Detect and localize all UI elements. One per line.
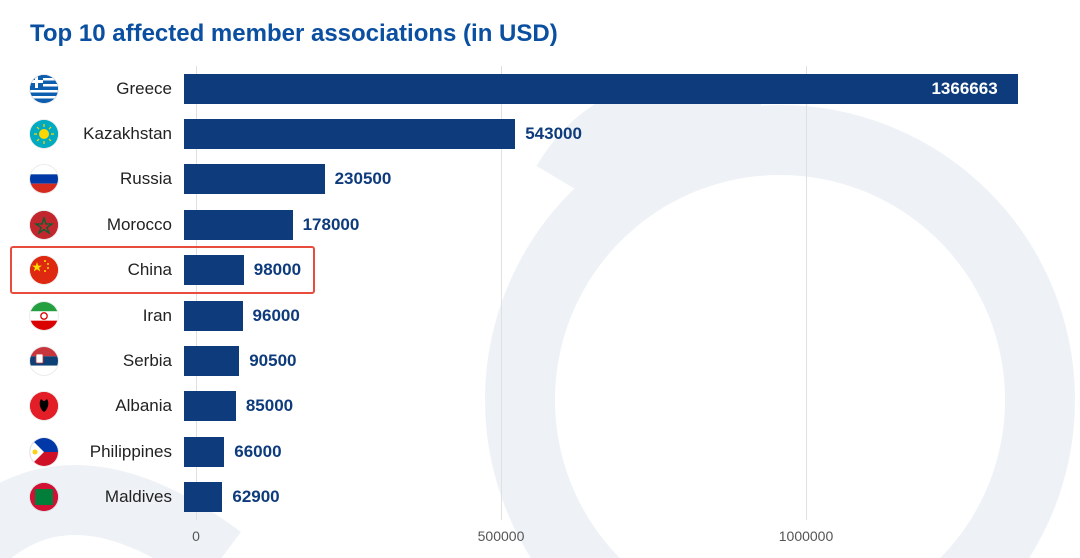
x-axis-tick-label: 0: [192, 528, 200, 544]
bar: [184, 210, 293, 240]
x-axis-tick-label: 1000000: [779, 528, 834, 544]
value-label: 1366663: [931, 74, 1007, 104]
bar-row: Serbia 90500: [30, 343, 1050, 379]
value-label: 62900: [222, 482, 279, 512]
value-label: 96000: [243, 301, 300, 331]
bar-area: 96000: [184, 301, 1050, 331]
bar-row: Maldives 62900: [30, 479, 1050, 515]
category-label: Philippines: [74, 442, 184, 462]
value-label: 98000: [244, 255, 301, 285]
bar: [184, 74, 1018, 104]
value-label: 543000: [515, 119, 582, 149]
bar-row: China 98000: [30, 252, 1050, 288]
category-label: Morocco: [74, 215, 184, 235]
bar-area: 62900: [184, 482, 1050, 512]
bar-row: Russia 230500: [30, 161, 1050, 197]
chart-container: Top 10 affected member associations (in …: [0, 0, 1080, 558]
bar-row: Philippines 66000: [30, 434, 1050, 470]
value-label: 66000: [224, 437, 281, 467]
bar-rows: Greece 1366663 Kazakhstan 543000 Russia 23050…: [30, 66, 1050, 520]
bar-area: 85000: [184, 391, 1050, 421]
maldives-flag-icon: [30, 483, 58, 511]
bar-row: Albania 85000: [30, 388, 1050, 424]
bar: [184, 255, 244, 285]
serbia-flag-icon: [30, 347, 58, 375]
kazakhstan-flag-icon: [30, 120, 58, 148]
category-label: China: [74, 260, 184, 280]
bar-area: 90500: [184, 346, 1050, 376]
bar-row: Greece 1366663: [30, 71, 1050, 107]
category-label: Albania: [74, 396, 184, 416]
bar: [184, 482, 222, 512]
value-label: 90500: [239, 346, 296, 376]
bar: [184, 437, 224, 467]
iran-flag-icon: [30, 302, 58, 330]
bar-row: Morocco 178000: [30, 207, 1050, 243]
value-label: 230500: [325, 164, 392, 194]
bar: [184, 119, 515, 149]
value-label: 178000: [293, 210, 360, 240]
value-label: 85000: [236, 391, 293, 421]
bar-area: 230500: [184, 164, 1050, 194]
bar: [184, 346, 239, 376]
russia-flag-icon: [30, 165, 58, 193]
bar: [184, 391, 236, 421]
albania-flag-icon: [30, 392, 58, 420]
category-label: Russia: [74, 169, 184, 189]
bar-area: 543000: [184, 119, 1050, 149]
category-label: Greece: [74, 79, 184, 99]
bar-area: 178000: [184, 210, 1050, 240]
philippines-flag-icon: [30, 438, 58, 466]
bar-area: 1366663: [184, 74, 1050, 104]
morocco-flag-icon: [30, 211, 58, 239]
bar-area: 66000: [184, 437, 1050, 467]
chart-title: Top 10 affected member associations (in …: [30, 20, 1050, 48]
x-axis-tick-label: 500000: [478, 528, 525, 544]
bar-row: Iran 96000: [30, 298, 1050, 334]
bar: [184, 301, 243, 331]
category-label: Kazakhstan: [74, 124, 184, 144]
plot-area: Greece 1366663 Kazakhstan 543000 Russia 23050…: [30, 66, 1050, 544]
category-label: Serbia: [74, 351, 184, 371]
bar-area: 98000: [184, 255, 1050, 285]
bar: [184, 164, 325, 194]
category-label: Maldives: [74, 487, 184, 507]
bar-row: Kazakhstan 543000: [30, 116, 1050, 152]
category-label: Iran: [74, 306, 184, 326]
greece-flag-icon: [30, 75, 58, 103]
china-flag-icon: [30, 256, 58, 284]
